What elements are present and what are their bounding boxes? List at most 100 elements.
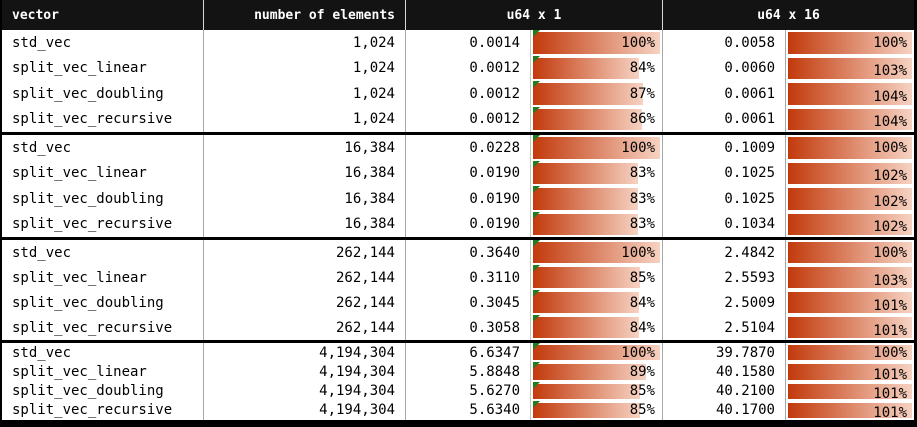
u64x16-value-cell: 0.1034 (662, 211, 785, 237)
u64x1-bar-percent-label: 85% (629, 402, 655, 419)
elements-cell: 262,144 (203, 290, 405, 315)
u64x16-bar-fill (788, 383, 912, 399)
baseline-marker-icon (533, 106, 540, 114)
u64x1-value-cell: 0.3110 (405, 265, 530, 290)
u64x16-bar-percent-label: 103% (873, 63, 907, 80)
elements-cell: 16,384 (203, 211, 405, 237)
u64x16-bar-fill (788, 213, 912, 235)
table-row: split_vec_linear 16,384 0.0190 83% 0.1025 102… (2, 160, 914, 186)
elements-cell: 16,384 (203, 160, 405, 186)
u64x1-bar-percent-label: 86% (629, 111, 655, 128)
vector-name-cell: std_vec (12, 244, 72, 261)
u64x1-bar: 100% (530, 240, 662, 265)
u64x1-bar-fill (533, 108, 642, 130)
baseline-marker-icon (533, 290, 540, 297)
u64x1-value-cell: 0.0190 (405, 160, 530, 186)
vector-name-cell: split_vec_recursive (12, 319, 173, 336)
u64x1-bar: 84% (530, 315, 662, 340)
baseline-marker-icon (533, 186, 540, 193)
vector-name-cell: std_vec (12, 344, 72, 361)
u64x1-bar-percent-label: 83% (629, 190, 655, 207)
baseline-marker-icon (533, 211, 540, 219)
u64x16-bar-fill (788, 32, 912, 54)
elements-cell: 16,384 (203, 186, 405, 212)
u64x1-value-cell: 0.0190 (405, 186, 530, 212)
u64x1-bar-fill (533, 292, 640, 313)
u64x16-bar: 104% (785, 81, 914, 107)
header-number-of-elements: number of elements (203, 0, 405, 30)
u64x16-bar-fill (788, 364, 912, 380)
u64x16-bar: 104% (785, 106, 914, 132)
u64x16-bar: 101% (785, 362, 914, 382)
u64x1-bar: 85% (530, 265, 662, 290)
u64x1-bar-fill (533, 162, 638, 184)
vector-name-cell: std_vec (12, 139, 72, 156)
u64x1-bar-percent-label: 100% (621, 139, 655, 156)
vector-name-cell: split_vec_doubling (12, 294, 164, 311)
table-row: std_vec 1,024 0.0014 100% 0.0058 100% (2, 30, 914, 56)
u64x16-bar-percent-label: 100% (873, 244, 907, 261)
row-group: std_vec 16,384 0.0228 100% 0.1009 100% split_v… (2, 132, 914, 237)
u64x1-bar-fill (533, 383, 641, 399)
u64x1-bar: 84% (530, 290, 662, 315)
elements-cell: 1,024 (203, 55, 405, 81)
table-row: split_vec_doubling 262,144 0.3045 84% 2.5009… (2, 290, 914, 315)
u64x1-value-cell: 0.3045 (405, 290, 530, 315)
u64x1-bar-fill (533, 317, 640, 338)
baseline-marker-icon (533, 343, 540, 350)
u64x16-bar-fill (788, 242, 912, 263)
elements-cell: 1,024 (203, 81, 405, 107)
u64x16-bar-percent-label: 100% (873, 34, 907, 51)
elements-cell: 262,144 (203, 240, 405, 265)
u64x1-bar-fill (533, 242, 660, 263)
vector-name-cell: split_vec_linear (12, 269, 147, 286)
baseline-marker-icon (533, 265, 540, 272)
u64x1-value-cell: 0.0012 (405, 106, 530, 132)
u64x1-value-cell: 0.3058 (405, 315, 530, 340)
elements-cell: 262,144 (203, 265, 405, 290)
vector-name-cell: std_vec (12, 34, 72, 51)
u64x16-bar-fill (788, 162, 912, 184)
u64x16-value-cell: 0.0061 (662, 81, 785, 107)
u64x1-bar: 85% (530, 400, 662, 420)
baseline-marker-icon (533, 135, 540, 142)
baseline-marker-icon (533, 381, 540, 389)
u64x16-bar-percent-label: 104% (873, 88, 907, 105)
u64x16-value-cell: 0.1009 (662, 135, 785, 161)
u64x16-bar-fill (788, 188, 912, 210)
u64x1-bar-fill (533, 57, 640, 79)
table-row: split_vec_doubling 16,384 0.0190 83% 0.1025 1… (2, 186, 914, 212)
elements-cell: 262,144 (203, 315, 405, 340)
u64x1-bar-fill (533, 345, 660, 361)
u64x1-bar-percent-label: 100% (621, 244, 655, 261)
u64x1-value-cell: 0.0014 (405, 30, 530, 56)
u64x16-bar-percent-label: 102% (873, 193, 907, 210)
u64x16-bar-percent-label: 101% (873, 386, 907, 403)
u64x16-bar: 101% (785, 290, 914, 315)
u64x1-value-cell: 5.6270 (405, 381, 530, 401)
u64x1-bar: 83% (530, 211, 662, 237)
header-u64x16: u64 x 16 (662, 0, 914, 30)
table-body: std_vec 1,024 0.0014 100% 0.0058 100% split_ve… (2, 30, 914, 420)
elements-cell: 4,194,304 (203, 343, 405, 363)
row-group: std_vec 262,144 0.3640 100% 2.4842 100% split_… (2, 237, 914, 340)
table-row: split_vec_linear 4,194,304 5.8848 89% 40.158… (2, 362, 914, 382)
u64x1-bar-percent-label: 84% (629, 60, 655, 77)
baseline-marker-icon (533, 400, 540, 408)
u64x16-bar: 102% (785, 186, 914, 212)
u64x16-bar-fill (788, 402, 912, 418)
vector-name-cell: split_vec_recursive (12, 402, 173, 419)
u64x16-value-cell: 2.5009 (662, 290, 785, 315)
u64x1-bar: 83% (530, 160, 662, 186)
table-row: split_vec_recursive 16,384 0.0190 83% 0.1034… (2, 211, 914, 237)
u64x16-bar: 101% (785, 315, 914, 340)
u64x16-value-cell: 2.5593 (662, 265, 785, 290)
u64x1-bar-percent-label: 84% (629, 319, 655, 336)
u64x1-bar-percent-label: 85% (629, 269, 655, 286)
u64x16-bar-fill (788, 137, 912, 159)
elements-cell: 1,024 (203, 106, 405, 132)
u64x16-value-cell: 0.0061 (662, 106, 785, 132)
u64x1-bar-percent-label: 87% (629, 85, 655, 102)
u64x1-bar-percent-label: 85% (629, 383, 655, 400)
